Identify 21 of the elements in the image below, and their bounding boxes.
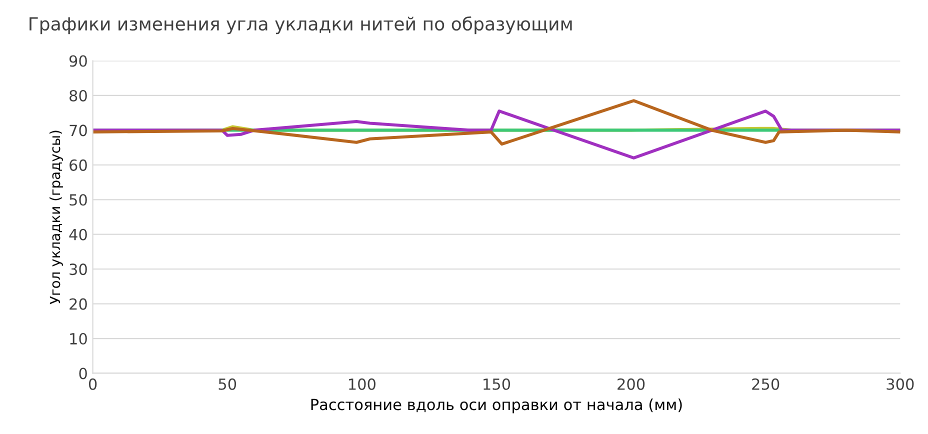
x-tick-label: 100 bbox=[349, 378, 376, 390]
y-tick-label: 20 bbox=[70, 298, 87, 310]
x-axis-title: Расстояние вдоль оси оправки от начала (мм) bbox=[311, 398, 682, 414]
chart-title: Графики изменения угла укладки нитей по образующим bbox=[30, 16, 572, 34]
y-tick-label: 10 bbox=[70, 332, 87, 345]
x-tick-label: 0 bbox=[88, 378, 97, 390]
x-tick-label: 150 bbox=[484, 378, 510, 390]
y-tick-label: 80 bbox=[70, 90, 87, 102]
y-tick-label: 30 bbox=[70, 264, 87, 276]
x-tick-label: 50 bbox=[218, 378, 236, 390]
x-tick-label: 300 bbox=[886, 378, 914, 390]
x-tick-label: 250 bbox=[752, 378, 780, 390]
x-tick-label: 200 bbox=[618, 378, 645, 390]
line-series bbox=[92, 99, 900, 146]
y-axis-title: Угол укладки (градусы) bbox=[50, 130, 63, 304]
y-tick-label: 0 bbox=[79, 368, 87, 380]
y-tick-label: 50 bbox=[70, 194, 87, 206]
y-tick-label: 90 bbox=[69, 55, 87, 67]
y-tick-label: 60 bbox=[70, 159, 87, 171]
y-tick-label: 40 bbox=[69, 228, 87, 240]
y-tick-label: 70 bbox=[70, 124, 87, 136]
